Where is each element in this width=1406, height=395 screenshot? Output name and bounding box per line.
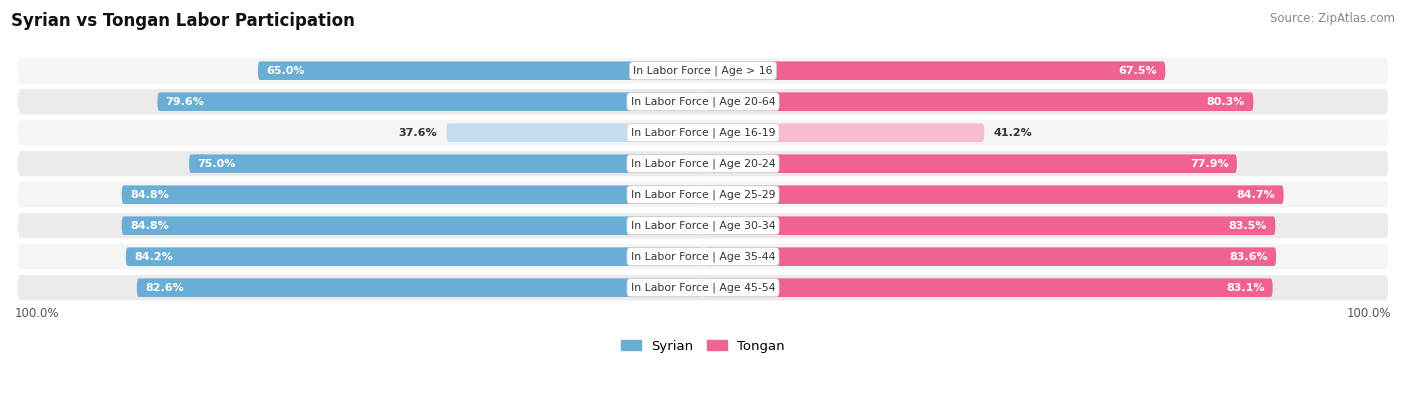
FancyBboxPatch shape: [704, 278, 1272, 297]
FancyBboxPatch shape: [18, 213, 1388, 239]
Text: 84.8%: 84.8%: [129, 221, 169, 231]
FancyBboxPatch shape: [18, 58, 1388, 83]
Text: 83.6%: 83.6%: [1229, 252, 1268, 261]
Text: 84.2%: 84.2%: [134, 252, 173, 261]
Text: In Labor Force | Age 20-64: In Labor Force | Age 20-64: [631, 96, 775, 107]
FancyBboxPatch shape: [704, 92, 1253, 111]
FancyBboxPatch shape: [704, 216, 1275, 235]
Text: In Labor Force | Age 25-29: In Labor Force | Age 25-29: [631, 190, 775, 200]
FancyBboxPatch shape: [704, 185, 1284, 204]
Text: In Labor Force | Age > 16: In Labor Force | Age > 16: [633, 66, 773, 76]
Text: 100.0%: 100.0%: [15, 307, 59, 320]
Text: 65.0%: 65.0%: [266, 66, 305, 76]
Text: 37.6%: 37.6%: [399, 128, 437, 138]
FancyBboxPatch shape: [704, 247, 1277, 266]
FancyBboxPatch shape: [18, 120, 1388, 145]
Legend: Syrian, Tongan: Syrian, Tongan: [616, 334, 790, 358]
FancyBboxPatch shape: [18, 89, 1388, 115]
Text: 84.7%: 84.7%: [1237, 190, 1275, 200]
FancyBboxPatch shape: [18, 182, 1388, 207]
Text: 41.2%: 41.2%: [993, 128, 1032, 138]
Text: In Labor Force | Age 16-19: In Labor Force | Age 16-19: [631, 128, 775, 138]
FancyBboxPatch shape: [257, 61, 702, 80]
Text: In Labor Force | Age 20-24: In Labor Force | Age 20-24: [631, 158, 775, 169]
Text: 77.9%: 77.9%: [1189, 159, 1229, 169]
FancyBboxPatch shape: [704, 154, 1237, 173]
Text: 82.6%: 82.6%: [145, 283, 184, 293]
FancyBboxPatch shape: [704, 123, 984, 142]
Text: 75.0%: 75.0%: [197, 159, 236, 169]
FancyBboxPatch shape: [18, 244, 1388, 269]
FancyBboxPatch shape: [125, 247, 702, 266]
Text: 83.1%: 83.1%: [1226, 283, 1264, 293]
FancyBboxPatch shape: [122, 185, 702, 204]
Text: 83.5%: 83.5%: [1229, 221, 1267, 231]
FancyBboxPatch shape: [157, 92, 702, 111]
Text: Syrian vs Tongan Labor Participation: Syrian vs Tongan Labor Participation: [11, 12, 356, 30]
Text: In Labor Force | Age 30-34: In Labor Force | Age 30-34: [631, 220, 775, 231]
FancyBboxPatch shape: [18, 151, 1388, 177]
Text: In Labor Force | Age 45-54: In Labor Force | Age 45-54: [631, 282, 775, 293]
Text: 79.6%: 79.6%: [166, 97, 204, 107]
FancyBboxPatch shape: [18, 275, 1388, 300]
Text: 100.0%: 100.0%: [1347, 307, 1391, 320]
Text: Source: ZipAtlas.com: Source: ZipAtlas.com: [1270, 12, 1395, 25]
FancyBboxPatch shape: [122, 216, 702, 235]
Text: 84.8%: 84.8%: [129, 190, 169, 200]
Text: 67.5%: 67.5%: [1118, 66, 1157, 76]
FancyBboxPatch shape: [188, 154, 702, 173]
FancyBboxPatch shape: [704, 61, 1166, 80]
Text: In Labor Force | Age 35-44: In Labor Force | Age 35-44: [631, 252, 775, 262]
Text: 80.3%: 80.3%: [1206, 97, 1246, 107]
FancyBboxPatch shape: [136, 278, 702, 297]
FancyBboxPatch shape: [446, 123, 702, 142]
